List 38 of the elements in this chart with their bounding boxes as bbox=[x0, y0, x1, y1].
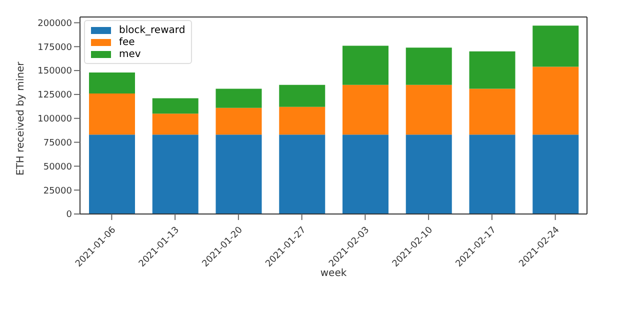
bar bbox=[406, 84, 452, 135]
bar bbox=[342, 134, 388, 214]
y-axis-title: ETH received by miner bbox=[16, 60, 27, 176]
bar bbox=[152, 134, 198, 214]
bar bbox=[89, 72, 135, 94]
y-tick-label: 100000 bbox=[38, 114, 72, 125]
y-tick-label: 150000 bbox=[38, 66, 72, 77]
bar bbox=[152, 98, 198, 114]
legend-label: block_reward bbox=[119, 24, 186, 36]
bar bbox=[469, 134, 516, 214]
bar bbox=[279, 134, 326, 214]
y-tick-label: 75000 bbox=[43, 138, 72, 148]
y-tick-label: 200000 bbox=[38, 18, 72, 29]
legend-label: fee bbox=[119, 36, 135, 48]
bar bbox=[532, 66, 579, 135]
y-tick-label: 175000 bbox=[38, 42, 72, 53]
bar bbox=[342, 84, 388, 135]
bar bbox=[279, 84, 326, 107]
bar bbox=[532, 26, 579, 67]
legend-label: mev bbox=[119, 48, 141, 60]
bar bbox=[469, 88, 516, 135]
bar bbox=[406, 48, 452, 85]
bar bbox=[469, 51, 516, 89]
bar bbox=[89, 94, 135, 135]
y-tick-label: 50000 bbox=[43, 162, 72, 172]
bar bbox=[216, 108, 262, 135]
bar bbox=[152, 114, 198, 135]
bar bbox=[342, 46, 388, 85]
bar bbox=[406, 134, 452, 214]
x-axis-title: week bbox=[320, 268, 347, 279]
bar bbox=[216, 88, 262, 108]
y-tick-label: 0 bbox=[66, 210, 72, 220]
bar bbox=[279, 106, 326, 135]
bar bbox=[216, 134, 262, 214]
bar bbox=[532, 134, 579, 214]
bar bbox=[89, 134, 135, 214]
y-tick-label: 25000 bbox=[43, 186, 72, 196]
y-tick-label: 125000 bbox=[38, 90, 72, 101]
